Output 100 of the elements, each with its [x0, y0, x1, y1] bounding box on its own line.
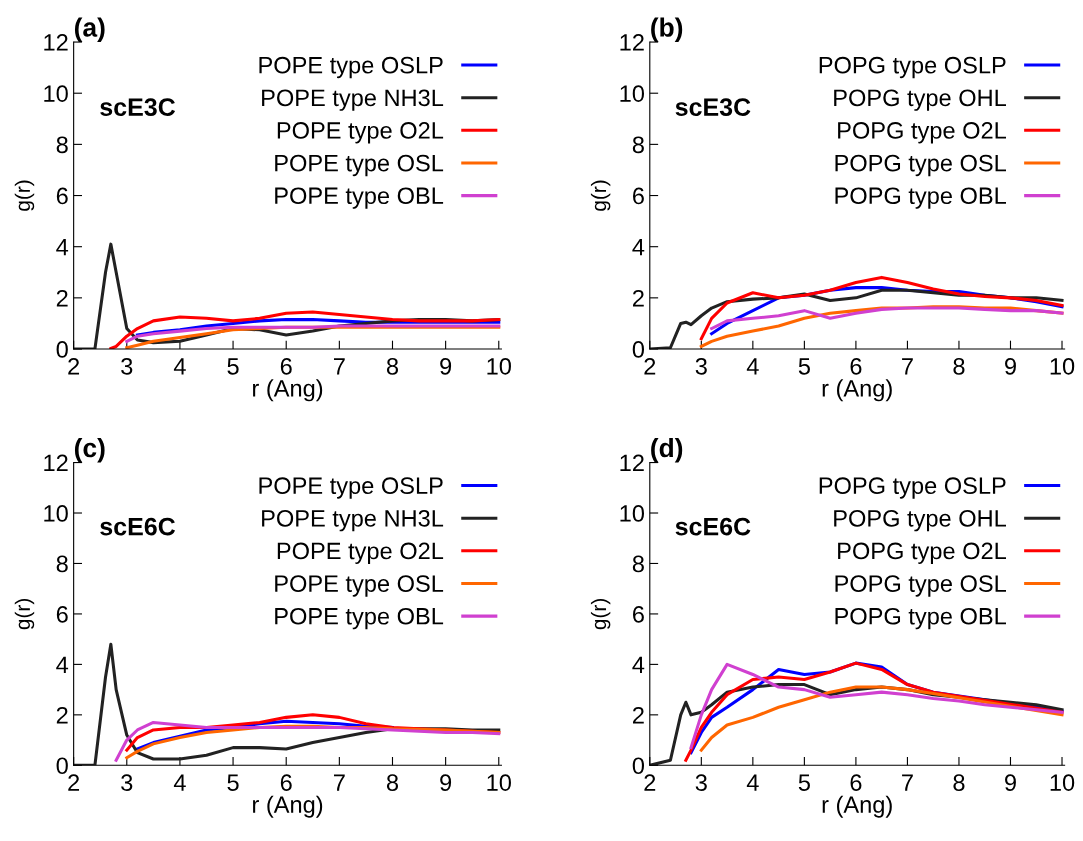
x-tick-label: 9	[440, 774, 452, 791]
y-axis-title: g(r)	[14, 180, 35, 211]
x-tick-label: 6	[280, 774, 292, 791]
legend-label: POPE type OSL	[275, 154, 444, 177]
legend-label: POPE type OSLP	[259, 56, 443, 79]
x-axis-title: r (Ang)	[253, 795, 323, 818]
legend-label: POPE type O2L	[277, 542, 444, 564]
y-tick-label: 12	[620, 34, 644, 51]
x-tick-label: 5	[798, 358, 810, 375]
y-tick-label: 4	[632, 656, 645, 673]
x-tick-label: 2	[644, 357, 656, 375]
y-tick-label: 2	[633, 289, 644, 307]
annotation: scE6C	[675, 517, 751, 536]
y-tick-label: 6	[56, 606, 68, 623]
x-axis-title: r (Ang)	[253, 379, 323, 402]
x-axis-title: r (Ang)	[822, 379, 892, 402]
x-tick-label: 3	[121, 357, 133, 375]
legend-label: POPG type OBL	[835, 607, 1006, 630]
x-tick-label: 8	[386, 357, 399, 375]
x-tick-label: 3	[695, 774, 707, 791]
y-tick-label: 12	[620, 454, 644, 472]
legend-label: POPG type O2L	[838, 122, 1006, 144]
legend-label: POPE type NH3L	[262, 89, 444, 111]
x-tick-label: 3	[121, 774, 133, 791]
x-tick-label: 10	[1050, 774, 1075, 791]
x-tick-label: 10	[1050, 357, 1075, 375]
y-tick-label: 8	[56, 136, 68, 154]
y-tick-label: 6	[633, 606, 644, 623]
legend-label: POPE type OBL	[275, 607, 444, 630]
x-tick-label: 4	[746, 774, 759, 791]
legend-label: POPE type OSLP	[259, 477, 443, 499]
x-tick-label: 5	[798, 774, 810, 791]
legend-label: POPE type OSL	[275, 575, 444, 597]
y-tick-label: 8	[56, 555, 68, 573]
y-tick-label: 10	[620, 505, 645, 522]
legend-label: POPG type OBL	[835, 187, 1006, 209]
x-tick-label: 10	[487, 357, 511, 375]
y-tick-label: 0	[632, 341, 645, 358]
x-tick-label: 7	[333, 358, 345, 375]
y-tick-label: 2	[56, 289, 68, 307]
y-tick-label: 12	[44, 454, 68, 472]
y-tick-label: 6	[56, 187, 68, 205]
legend-label: POPE type OBL	[275, 187, 444, 209]
x-tick-label: 4	[746, 358, 759, 375]
chart-title: (b)	[651, 17, 683, 43]
legend-label: POPG type O2L	[838, 542, 1006, 564]
y-tick-label: 0	[56, 341, 68, 358]
y-tick-label: 4	[56, 239, 69, 256]
x-tick-label: 9	[1005, 357, 1016, 375]
y-tick-label: 10	[44, 505, 68, 522]
x-tick-label: 6	[850, 774, 862, 791]
annotation: scE3C	[675, 98, 751, 116]
legend-label: POPG type OHL	[834, 89, 1006, 111]
x-tick-label: 7	[333, 774, 345, 791]
x-tick-label: 5	[227, 774, 239, 791]
x-tick-label: 7	[902, 358, 913, 375]
chart-title: (c)	[74, 437, 105, 463]
legend-label: POPG type OSL	[835, 154, 1006, 177]
legend-label: POPG type OHL	[834, 509, 1006, 532]
y-tick-label: 6	[633, 187, 644, 205]
y-tick-label: 0	[56, 757, 68, 775]
y-tick-label: 0	[632, 757, 645, 775]
x-tick-label: 6	[280, 357, 292, 375]
legend-label: POPG type OSLP	[819, 477, 1006, 499]
x-tick-label: 8	[953, 357, 965, 375]
x-tick-label: 3	[695, 357, 707, 375]
annotation: scE6C	[100, 517, 176, 536]
x-tick-label: 2	[68, 357, 80, 375]
x-tick-label: 4	[173, 358, 186, 375]
y-tick-label: 8	[632, 555, 644, 573]
y-tick-label: 10	[620, 85, 645, 102]
x-tick-label: 9	[1005, 774, 1016, 791]
y-axis-title: g(r)	[590, 599, 611, 630]
y-tick-label: 8	[632, 136, 644, 154]
x-tick-label: 4	[173, 774, 186, 791]
x-tick-label: 8	[953, 774, 965, 791]
x-tick-label: 2	[68, 774, 80, 791]
x-tick-label: 10	[487, 774, 511, 791]
x-tick-label: 5	[227, 358, 239, 375]
legend-label: POPG type OSL	[835, 575, 1006, 597]
annotation: scE3C	[100, 98, 176, 116]
x-tick-label: 6	[850, 357, 862, 375]
legend-label: POPE type O2L	[277, 122, 444, 144]
x-tick-label: 8	[386, 774, 399, 791]
x-tick-label: 2	[644, 774, 656, 791]
y-tick-label: 4	[632, 239, 645, 256]
chart-title: (a)	[74, 17, 105, 43]
legend-label: POPG type OSLP	[819, 56, 1006, 79]
y-tick-label: 2	[633, 706, 644, 724]
y-tick-label: 10	[44, 85, 68, 102]
legend-label: POPE type NH3L	[262, 509, 444, 532]
x-axis-title: r (Ang)	[822, 795, 892, 818]
chart-title: (d)	[651, 437, 683, 463]
y-axis-title: g(r)	[14, 599, 35, 630]
x-tick-label: 9	[440, 357, 452, 375]
y-axis-title: g(r)	[590, 180, 611, 211]
y-tick-label: 2	[56, 706, 68, 724]
x-tick-label: 7	[902, 774, 913, 791]
y-tick-label: 12	[44, 34, 68, 51]
y-tick-label: 4	[56, 656, 69, 673]
